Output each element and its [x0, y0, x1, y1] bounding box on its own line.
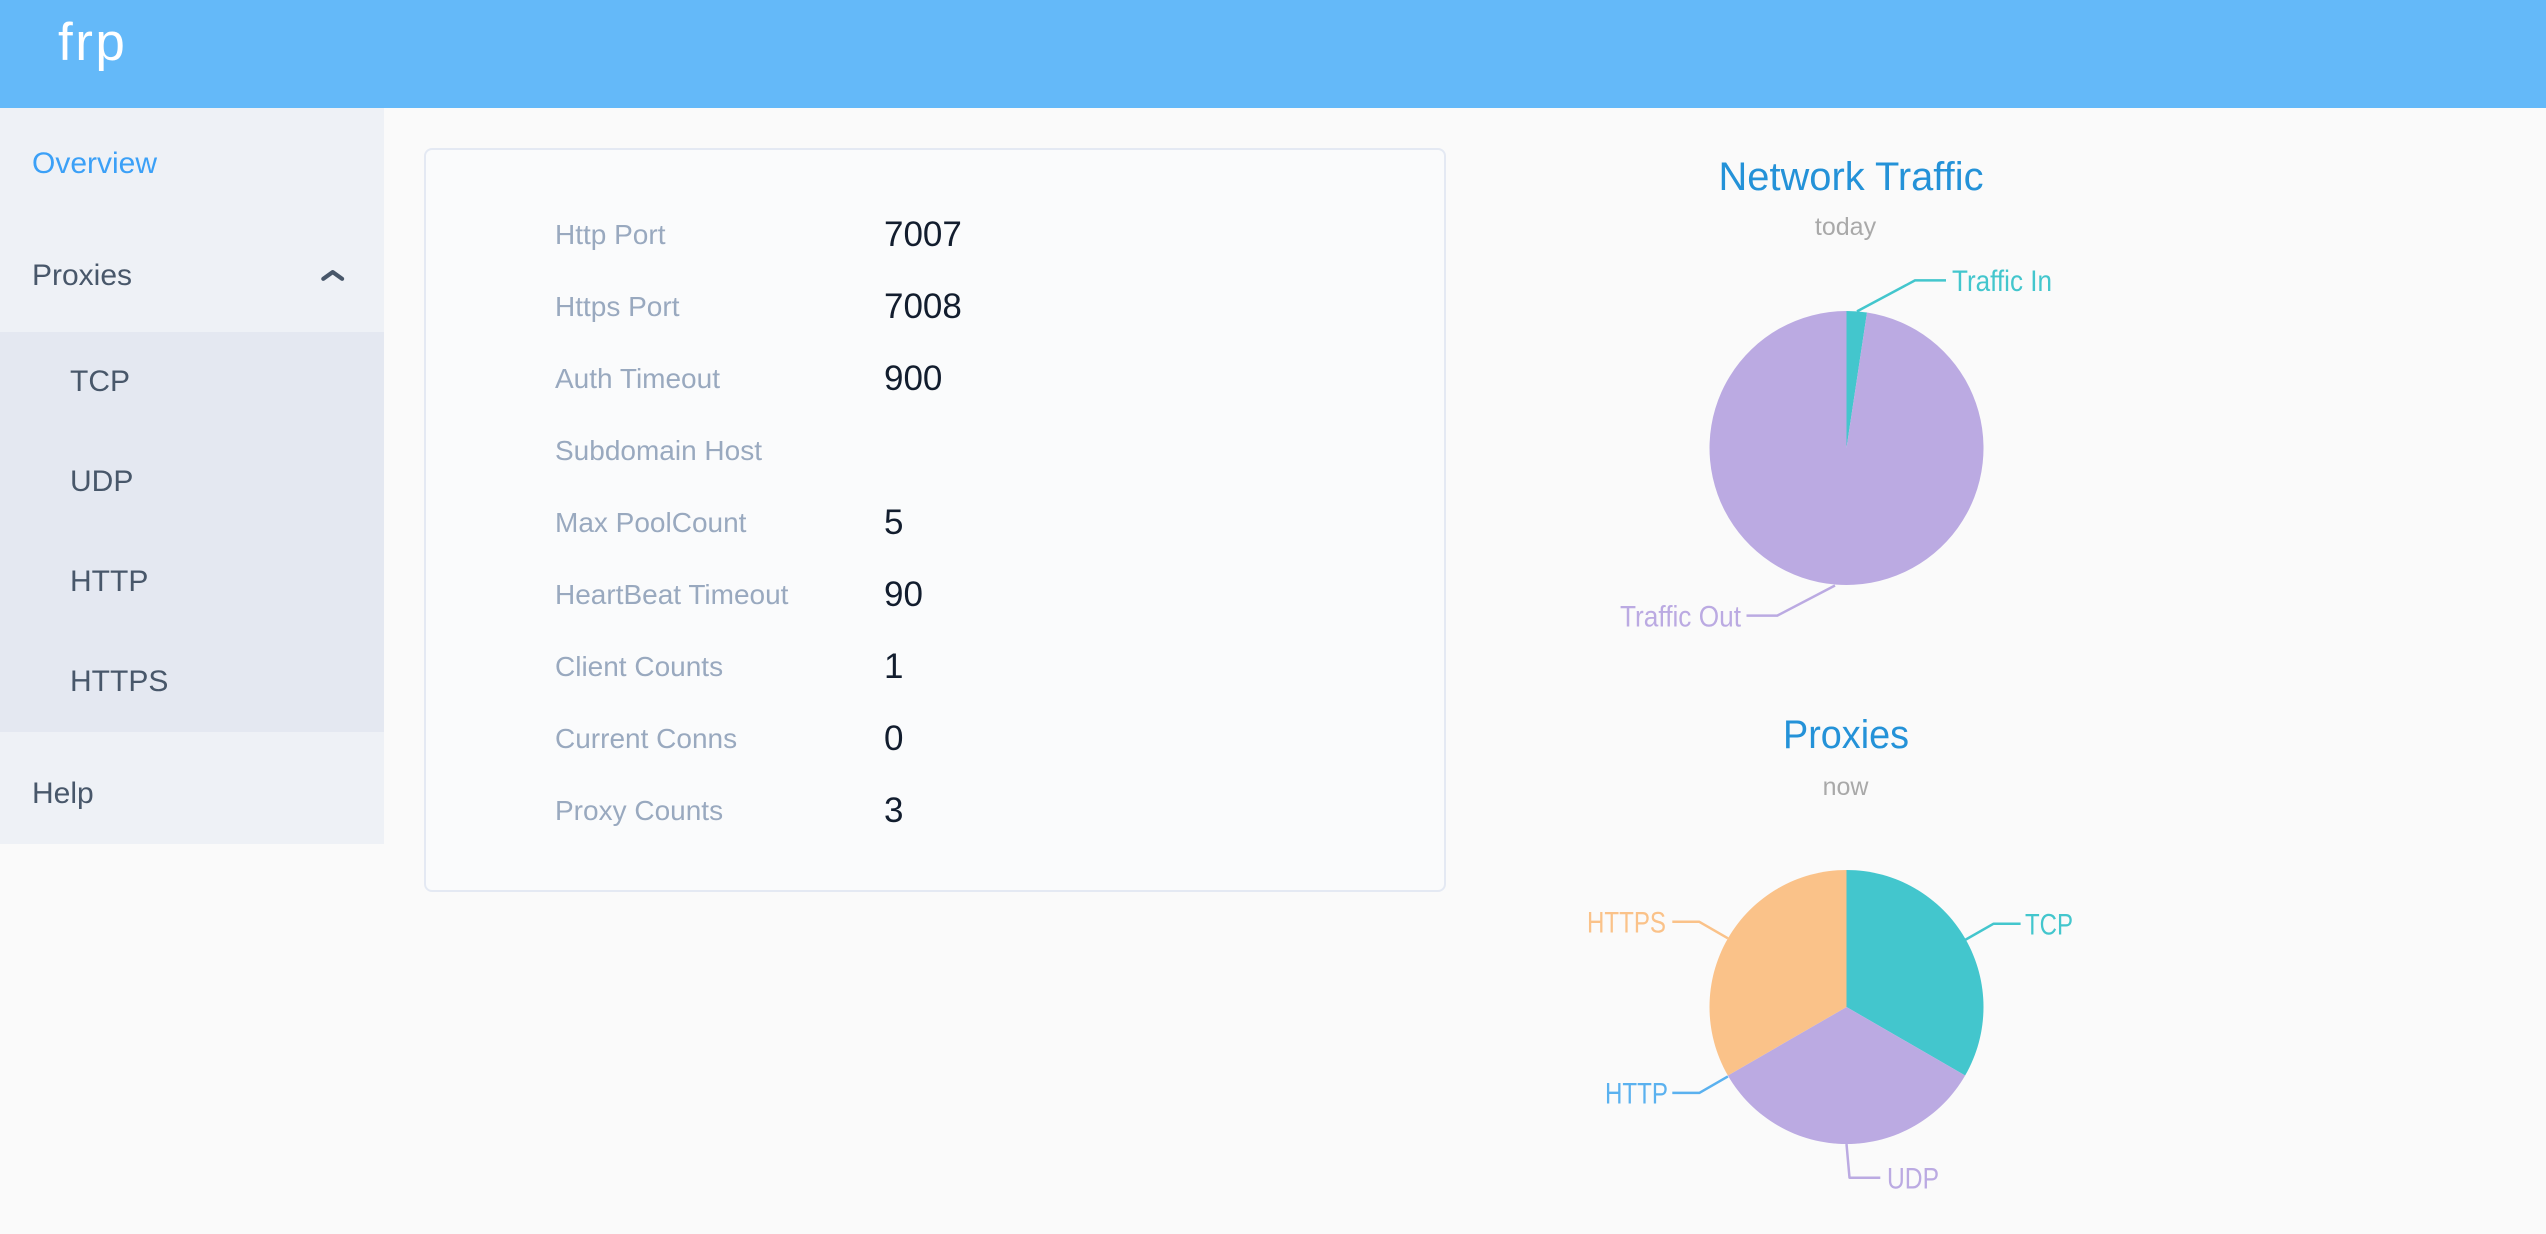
svg-text:HTTPS: HTTPS — [1587, 907, 1666, 940]
svg-text:UDP: UDP — [1887, 1162, 1939, 1195]
svg-text:Network Traffic: Network Traffic — [1719, 155, 1984, 199]
svg-text:Proxies: Proxies — [1783, 713, 1909, 757]
svg-text:Traffic Out: Traffic Out — [1620, 600, 1742, 633]
svg-text:TCP: TCP — [2025, 908, 2073, 941]
svg-text:HTTP: HTTP — [1605, 1078, 1668, 1111]
svg-text:now: now — [1823, 773, 1870, 801]
svg-text:today: today — [1815, 213, 1877, 241]
svg-text:Traffic In: Traffic In — [1952, 265, 2052, 298]
